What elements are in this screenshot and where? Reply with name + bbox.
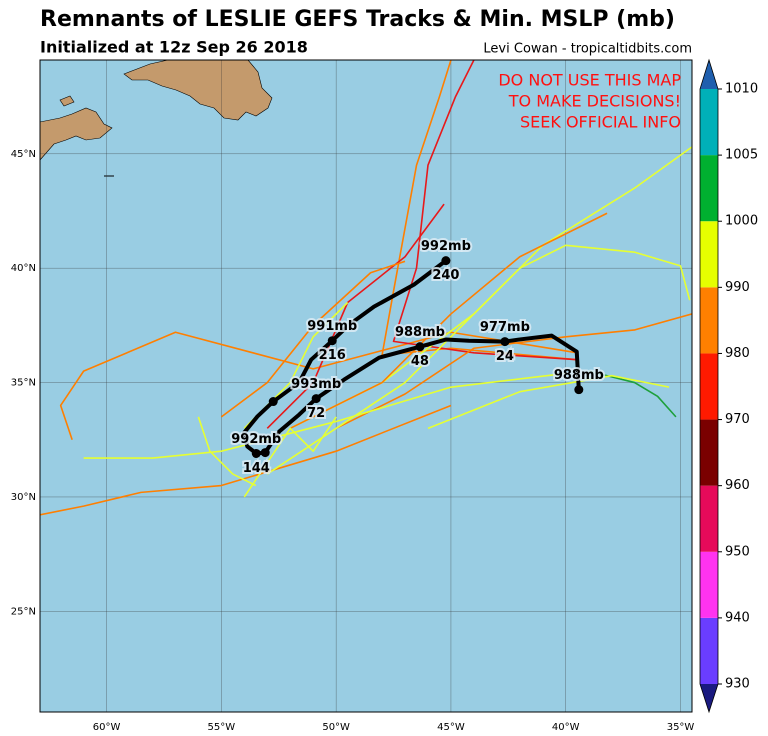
colorbar-tick-label: 990 [725,280,750,295]
land [40,60,273,177]
x-tick-label: 40°W [552,722,580,733]
x-tick-label: 50°W [322,722,350,733]
member-track [427,374,670,430]
colorbar-tick-label: 980 [725,346,750,361]
y-tick-label: 25°N [11,606,36,617]
pressure-label: 992mb [231,432,281,447]
member-track [220,260,406,418]
colorbar-tick-label: 1010 [725,82,758,97]
member-track [197,416,257,487]
warning-line: DO NOT USE THIS MAP [498,71,681,90]
colorbar-tick-label: 950 [725,544,750,559]
member-track [243,416,337,498]
colorbar-segment [700,287,718,354]
colorbar: 930 940 950 960 970 980 990 1000 1005 1010 [699,58,758,714]
pressure-label: 993mb [291,377,341,392]
y-tick-label: 45°N [11,149,36,160]
colorbar-tick-label: 1005 [725,148,758,163]
member-track [335,313,692,430]
pressure-label: 977mb [480,320,530,335]
colorbar-segment [700,155,718,222]
pressure-label: 988mb [395,325,445,340]
colorbar-tick-label: 970 [725,412,750,427]
member-track [392,60,578,361]
track-point [441,256,451,266]
colorbar-under [700,684,718,712]
colorbar-tick-label: 960 [725,478,750,493]
member-track [40,404,452,516]
y-tick-label: 40°N [11,263,36,274]
chart-title: Remnants of LESLIE GEFS Tracks & Min. MS… [40,7,675,32]
track-point [415,342,425,352]
warning-line: SEEK OFFICIAL INFO [520,113,681,132]
track-point [500,337,510,347]
x-tick-label: 60°W [93,722,121,733]
colorbar-segment [700,353,718,420]
warning: DO NOT USE THIS MAP TO MAKE DECISIONS! SEE… [498,71,681,132]
member-track [588,370,677,418]
colorbar-tick-label: 930 [725,677,750,692]
hour-label: 48 [411,354,429,369]
member-track [266,203,445,429]
member-track [381,60,578,361]
tracks [40,60,692,516]
colorbar-segment [700,617,718,684]
x-tick-label: 55°W [208,722,236,733]
pressure-label: 992mb [421,239,471,254]
colorbar-segment [700,419,718,486]
member-track [289,212,608,430]
mean-track [242,259,581,456]
hour-label: 72 [307,406,325,421]
hour-label: 144 [243,461,270,476]
pressure-label: 988mb [554,368,604,383]
hour-label: 24 [496,349,514,364]
pressure-label: 991mb [307,319,357,334]
credit: Levi Cowan - tropicaltidbits.com [483,42,692,57]
track-point [327,336,337,346]
y-tick-label: 35°N [11,378,36,389]
point-labels: 988mb 977mb 24 988mb 48 993mb 72 992mb 144 991mb 2… [229,237,606,478]
track-point [260,448,270,458]
colorbar-tick-label: 940 [725,610,750,625]
track-point [311,394,321,404]
track-point [574,385,584,395]
member-track [59,331,578,441]
colorbar-segment [700,485,718,552]
hour-label: 240 [432,268,459,283]
colorbar-segment [700,89,718,156]
colorbar-over [700,60,718,89]
x-tick-label: 45°W [437,722,465,733]
colorbar-tick-label: 1000 [725,214,758,229]
warning-line: TO MAKE DECISIONS! [508,92,681,111]
chart-subtitle: Initialized at 12z Sep 26 2018 [40,38,308,57]
y-tick-label: 30°N [11,492,36,503]
ocean [40,60,692,712]
grid [40,60,692,712]
track-point [268,397,278,407]
member-track [83,372,566,459]
x-tick-label: 35°W [667,722,695,733]
colorbar-segment [700,551,718,618]
member-track [266,244,691,475]
map-frame [39,59,693,713]
colorbar-segment [700,221,718,288]
hour-label: 216 [319,348,346,363]
track-point [251,448,261,458]
